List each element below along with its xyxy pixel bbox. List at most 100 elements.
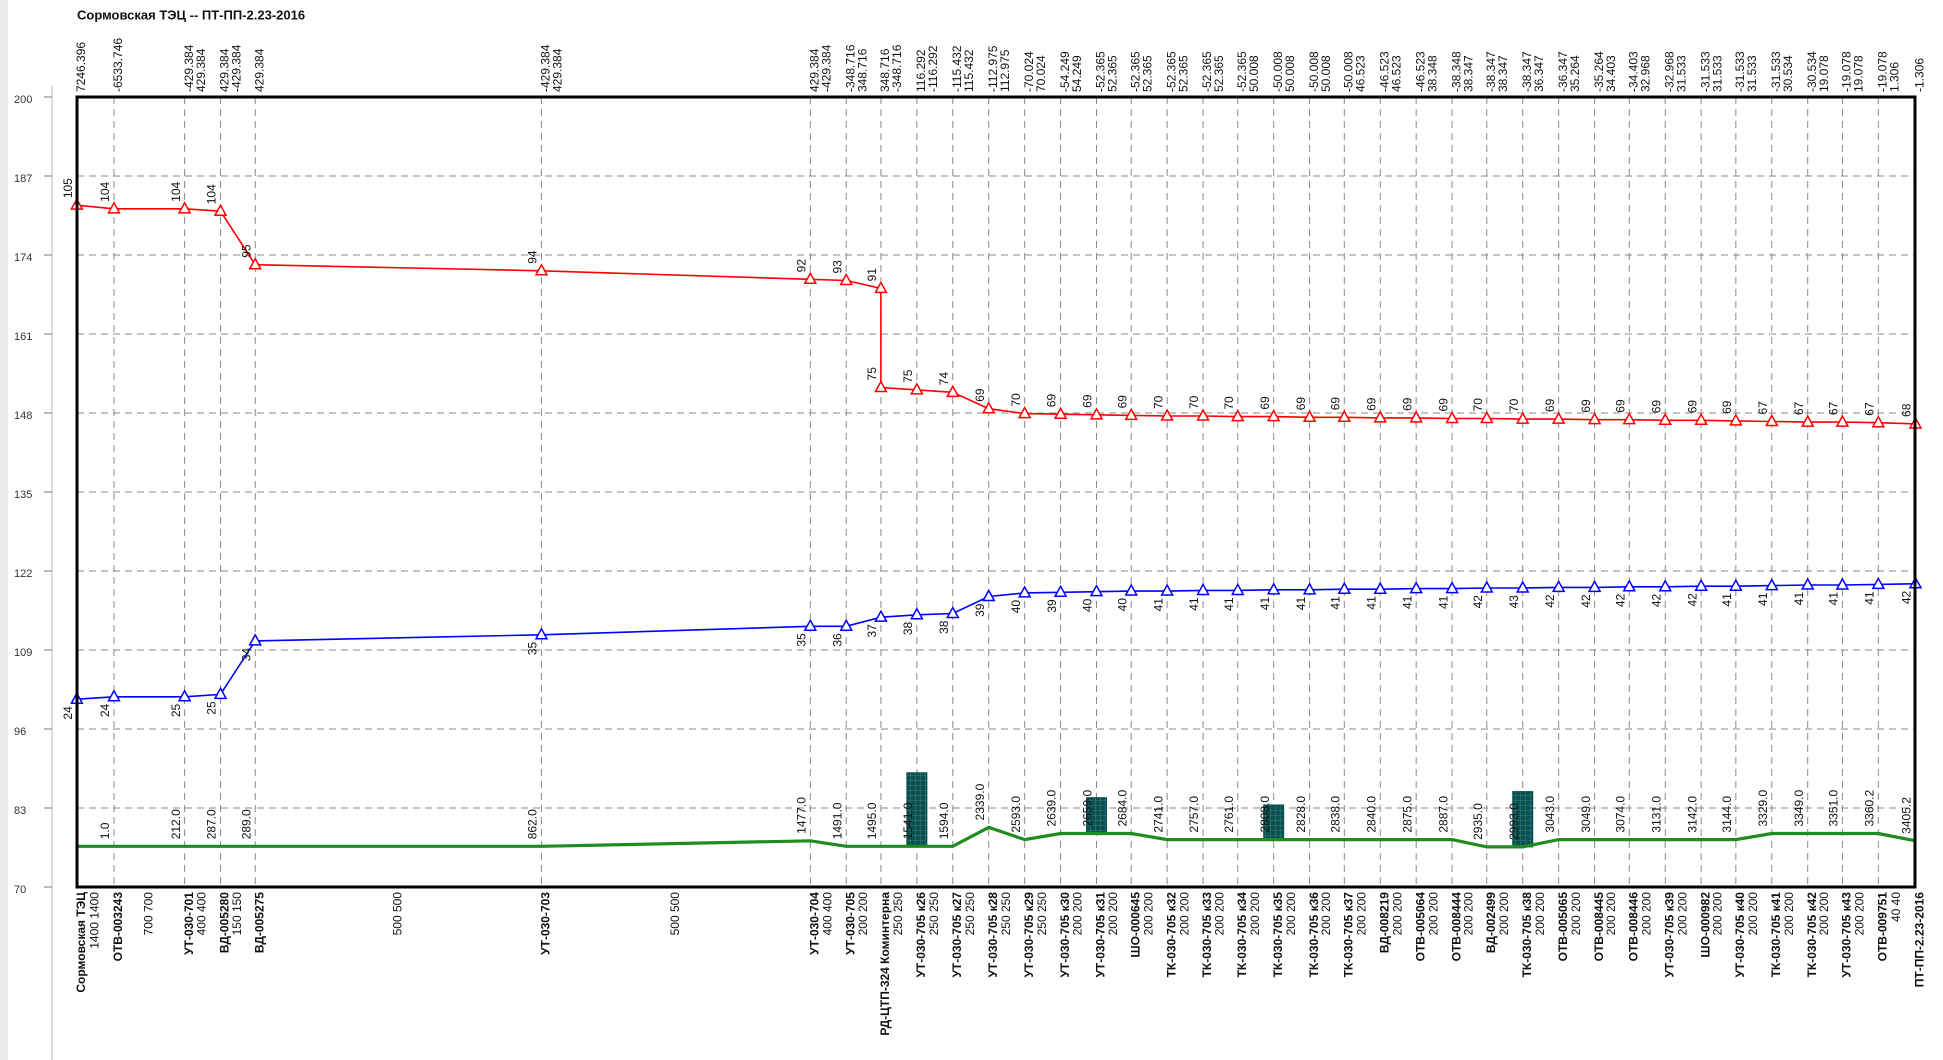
chainage-label: 2840.0	[1364, 796, 1378, 833]
chainage-label: 862.0	[526, 809, 540, 839]
y-tick-label: 122	[14, 568, 32, 580]
head-label: 70	[1507, 398, 1521, 412]
chainage-label: 212.0	[169, 809, 183, 839]
flow-label: 52.365	[1140, 55, 1154, 92]
node-name: УТ-030-703	[539, 892, 553, 955]
flow-label: 35.264	[1568, 55, 1582, 92]
point-marker	[981, 588, 996, 602]
flow-label: -19.078	[1875, 51, 1889, 92]
head-label: 69	[1579, 399, 1593, 413]
point-marker	[1480, 580, 1494, 593]
chainage-label: 2741.0	[1151, 796, 1165, 833]
node-name: ТК-030-705 к41	[1769, 892, 1783, 978]
head-label: 38	[937, 620, 951, 634]
point-marker	[910, 382, 924, 395]
head-label: 70	[1151, 395, 1165, 409]
segment-label: 200 200	[1354, 892, 1368, 936]
flow-label: 31.533	[1745, 55, 1759, 92]
point-marker	[1551, 579, 1566, 593]
point-marker	[1373, 410, 1388, 423]
flow-label: -32.968	[1662, 51, 1676, 92]
flow-label: 46.523	[1353, 55, 1367, 92]
point-marker	[1017, 585, 1032, 598]
chainage-label: 3131.0	[1649, 796, 1663, 833]
flow-label: -52.365	[1164, 51, 1178, 92]
point-marker	[1515, 580, 1530, 593]
node-name: УТ-030-705 к29	[1022, 892, 1036, 978]
flow-label: -429.384	[182, 44, 196, 92]
flow-label: -52.365	[1235, 51, 1249, 92]
point-marker	[1622, 579, 1637, 592]
chainage-label: 3074.0	[1613, 796, 1627, 833]
head-label: 42	[1649, 593, 1663, 607]
head-label: 41	[1436, 595, 1450, 609]
chainage-label: 2875.0	[1400, 796, 1414, 833]
flow-label: -31.533	[1733, 51, 1747, 92]
head-label: 69	[1613, 399, 1627, 413]
segment-label: 200 200	[1141, 892, 1155, 936]
point-marker	[1337, 409, 1352, 423]
flow-label: 50.008	[1319, 55, 1333, 92]
flow-label: 112.975	[998, 49, 1012, 92]
chainage-label: 2639.0	[1045, 789, 1059, 826]
flow-label: -70.024	[1022, 51, 1036, 92]
head-label: 41	[1151, 598, 1165, 612]
head-label: 70	[1187, 395, 1201, 409]
node-name: УТ-030-701	[182, 892, 196, 955]
chainage-label: 2339.0	[973, 783, 987, 820]
head-label: 38	[901, 621, 915, 635]
head-label: 35	[526, 641, 540, 655]
chainage-label: 1.0	[98, 822, 112, 839]
point-marker	[1871, 415, 1886, 428]
head-label: 69	[1364, 397, 1378, 411]
segment-label: 200 200	[1071, 892, 1085, 936]
head-label: 95	[239, 244, 253, 258]
flow-label: -1.306	[1913, 58, 1927, 92]
head-label: 69	[1543, 398, 1557, 412]
head-label: 41	[1756, 592, 1770, 606]
head-label: 67	[1792, 401, 1806, 415]
point-marker	[1694, 578, 1708, 591]
node-name: ОТВ-009751	[1875, 892, 1889, 962]
segment-label: 250 250	[891, 892, 905, 936]
node-name: ОТВ-008444	[1449, 892, 1463, 962]
plot	[70, 197, 1923, 849]
segment-label: 400 400	[195, 892, 209, 936]
chainage-label: 1491.0	[830, 802, 844, 839]
chainage-label: 1477.0	[794, 797, 808, 834]
flow-label: -429.384	[819, 44, 833, 92]
node-name: ОТВ-008445	[1592, 892, 1606, 962]
point-marker	[1729, 413, 1743, 426]
point-marker	[248, 633, 263, 646]
flow-label: 31.533	[1674, 55, 1688, 92]
flow-label: -38.347	[1484, 51, 1498, 92]
point-marker	[534, 263, 549, 276]
chainage-label: 2659.0	[1081, 789, 1095, 826]
series-line	[76, 204, 1916, 425]
segment-label: 500 500	[668, 892, 682, 936]
node-name: УТ-030-705 к40	[1733, 892, 1747, 978]
point-marker	[1230, 409, 1245, 422]
y-tick-label: 174	[14, 252, 32, 264]
node-name: ПТ-ПП-2.23-2016	[1913, 892, 1927, 988]
point-marker	[107, 689, 121, 702]
head-label: 40	[1009, 600, 1023, 614]
segment-label: 200 200	[1284, 892, 1298, 936]
point-marker	[1409, 410, 1423, 423]
segment-label: 200 200	[1853, 892, 1867, 936]
point-marker	[1445, 581, 1459, 594]
node-name: УТ-030-705 к30	[1058, 892, 1072, 978]
segment-label: 200 200	[1639, 892, 1653, 936]
head-label: 70	[1222, 396, 1236, 410]
chainage-label: 2684.0	[1115, 789, 1129, 826]
flow-label: -54.249	[1058, 51, 1072, 92]
point-marker	[1017, 406, 1032, 419]
head-label: 42	[1900, 590, 1914, 604]
point-marker	[1230, 582, 1245, 596]
window-edge	[0, 0, 8, 1060]
point-marker	[1196, 408, 1210, 421]
head-label: 35	[794, 633, 808, 647]
head-label: 42	[1543, 594, 1557, 608]
head-label: 69	[1115, 395, 1129, 409]
